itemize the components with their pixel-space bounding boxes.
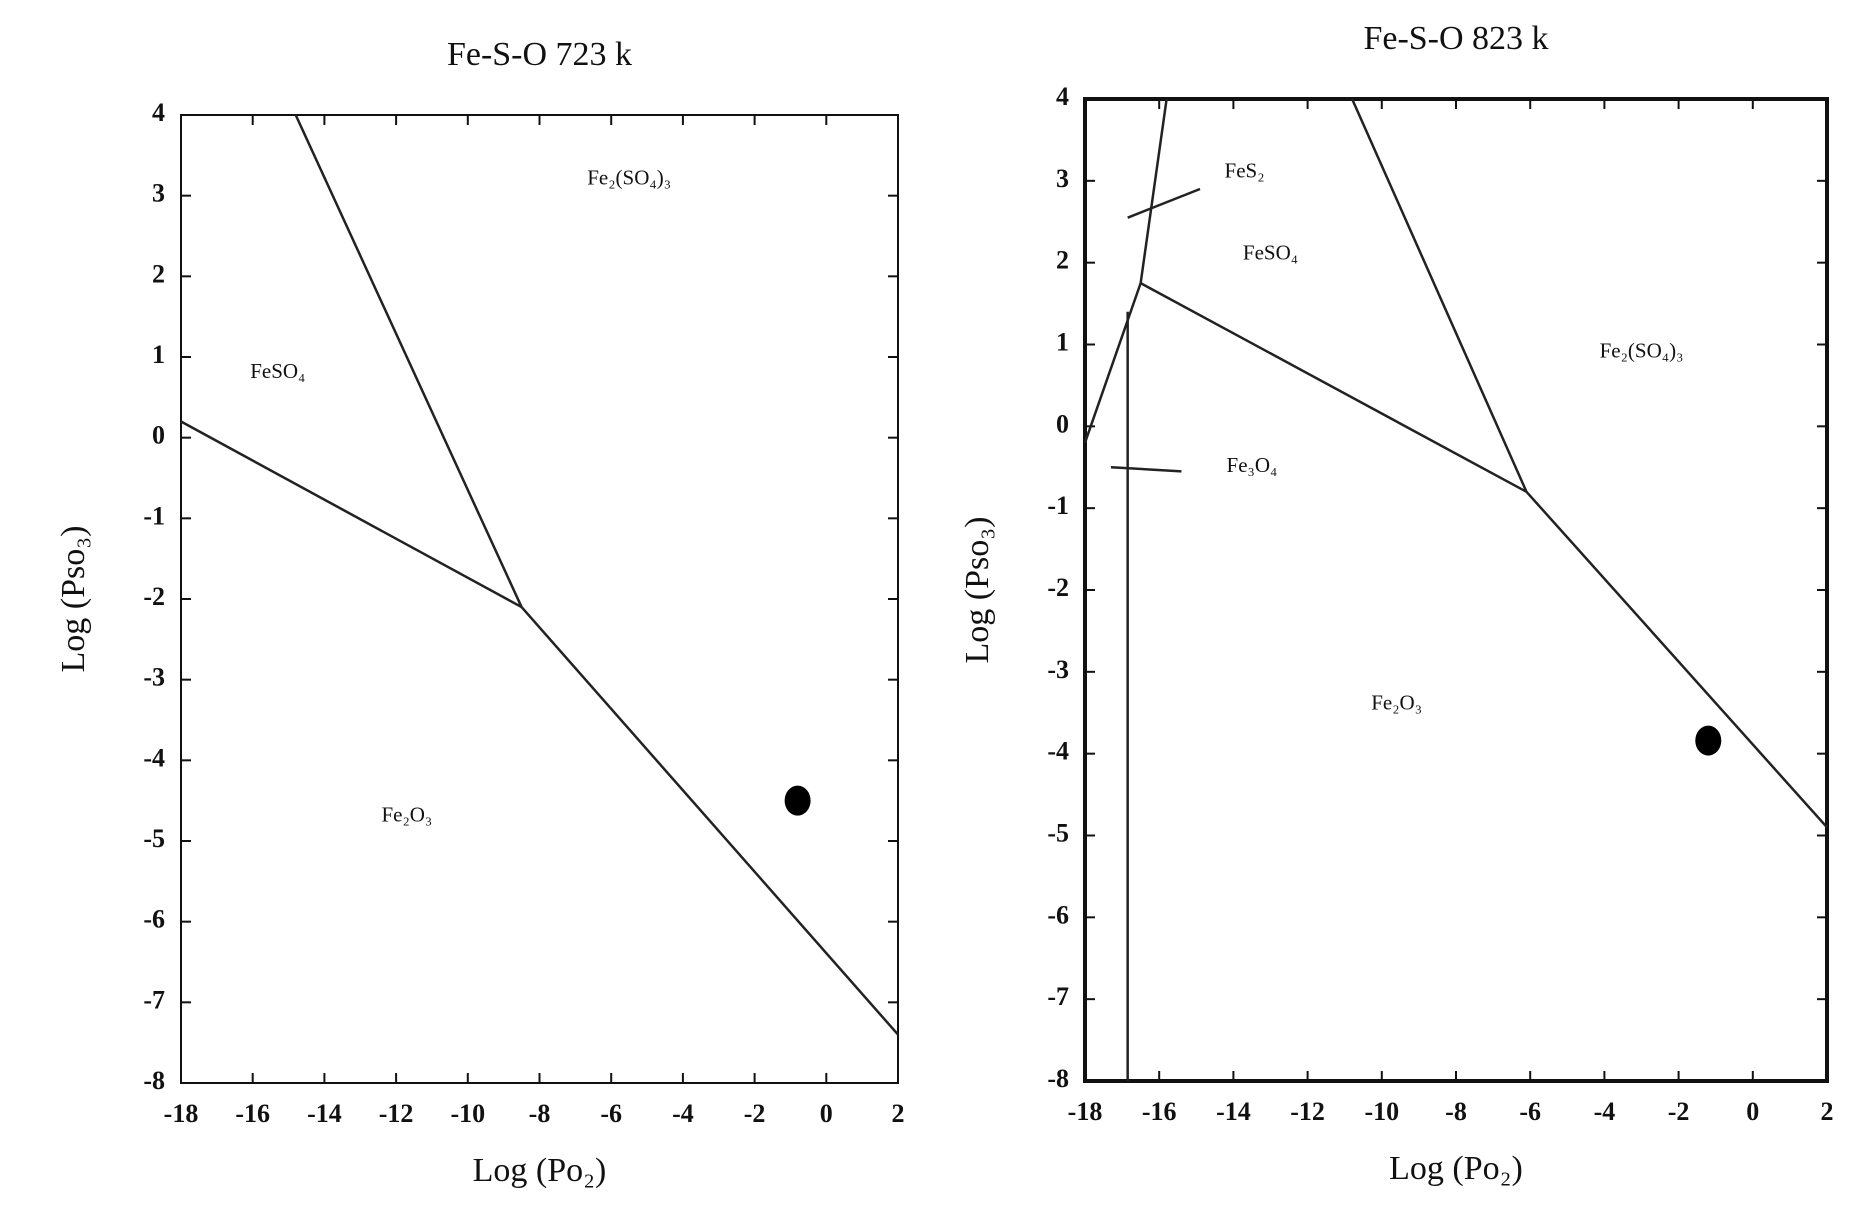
y-tick-label: -4 (143, 743, 165, 772)
data-point (1695, 725, 1722, 756)
y-tick-label: -7 (143, 985, 165, 1014)
data-point (784, 785, 811, 816)
y-tick-label: -6 (143, 905, 165, 934)
region-label: Fe₂O₃ (1371, 690, 1422, 714)
y-tick-label: -8 (1047, 1064, 1069, 1093)
region-label: FeSO₄ (1243, 240, 1298, 264)
y-tick-label: 4 (152, 98, 165, 127)
x-tick-label: -16 (1142, 1097, 1177, 1126)
y-tick-label: -2 (143, 582, 165, 611)
x-tick-label: -18 (1068, 1097, 1103, 1126)
y-tick-label: -6 (1047, 900, 1069, 929)
plot-frame (180, 114, 899, 1084)
y-tick-label: 0 (1056, 409, 1069, 438)
x-tick-label: -12 (1290, 1097, 1325, 1126)
region-label: Fe₂(SO₄)₃ (587, 165, 671, 189)
x-tick-label: -16 (235, 1099, 270, 1128)
chart-title: Fe-S-O 823 k (1363, 20, 1548, 57)
boundary-line (520, 606, 899, 1036)
y-tick-label: 1 (1056, 327, 1069, 356)
y-tick-label: 4 (1056, 82, 1069, 111)
x-tick-label: -18 (164, 1099, 199, 1128)
region-label: Fe₂O₃ (381, 803, 432, 827)
y-tick-label: -1 (1047, 491, 1069, 520)
region-label: Fe₂(SO₄)₃ (1600, 338, 1684, 362)
x-tick-label: -14 (1216, 1097, 1251, 1126)
x-tick-label: -14 (307, 1099, 342, 1128)
y-tick-label: -5 (1047, 818, 1069, 847)
y-tick-label: -4 (1047, 737, 1069, 766)
x-axis-label: Log (Po₂) (473, 1152, 607, 1189)
x-tick-label: -8 (1445, 1097, 1467, 1126)
x-tick-label: -8 (529, 1099, 551, 1128)
chart-title: Fe-S-O 723 k (447, 36, 632, 73)
region-label: FeS₂ (1225, 158, 1265, 182)
x-tick-label: -6 (1519, 1097, 1541, 1126)
boundary-line (1350, 98, 1528, 493)
y-tick-label: 1 (152, 340, 165, 369)
y-tick-label: -1 (143, 501, 165, 530)
x-tick-label: -10 (450, 1099, 485, 1128)
y-tick-label: 0 (152, 421, 165, 450)
y-tick-label: 2 (152, 259, 165, 288)
y-axis-label: Log (Pso₃) (959, 517, 996, 664)
region-label: FeSO₄ (250, 359, 305, 383)
x-tick-label: -2 (1668, 1097, 1690, 1126)
y-tick-label: -5 (143, 824, 165, 853)
y-tick-label: -3 (143, 663, 165, 692)
x-tick-label: -2 (744, 1099, 766, 1128)
x-axis-label: Log (Po₂) (1389, 1150, 1523, 1187)
boundary-line (1083, 282, 1142, 444)
y-axis-label: Log (Pso₃) (55, 526, 92, 673)
boundary-line (1140, 282, 1528, 493)
x-tick-label: 2 (1821, 1097, 1834, 1126)
y-tick-label: -8 (143, 1066, 165, 1095)
boundary-line (1525, 490, 1828, 829)
y-tick-label: -3 (1047, 655, 1069, 684)
x-tick-label: 2 (892, 1099, 905, 1128)
x-tick-label: 0 (820, 1099, 833, 1128)
x-tick-label: 0 (1746, 1097, 1759, 1126)
boundary-line (1127, 187, 1201, 219)
boundary-line (180, 420, 523, 609)
y-tick-label: 3 (1056, 164, 1069, 193)
x-tick-label: -12 (379, 1099, 414, 1128)
y-tick-label: 3 (152, 179, 165, 208)
y-tick-label: 2 (1056, 246, 1069, 275)
x-tick-label: -10 (1364, 1097, 1399, 1126)
boundary-line (294, 114, 523, 608)
y-tick-label: -7 (1047, 982, 1069, 1011)
y-tick-label: -2 (1047, 573, 1069, 602)
plot-frame (1083, 97, 1829, 1083)
x-tick-label: -4 (1594, 1097, 1616, 1126)
x-tick-label: -6 (600, 1099, 622, 1128)
region-label: Fe₃O₄ (1227, 453, 1278, 477)
boundary-line (1110, 466, 1182, 473)
boundary-line (1139, 98, 1168, 284)
x-tick-label: -4 (672, 1099, 694, 1128)
